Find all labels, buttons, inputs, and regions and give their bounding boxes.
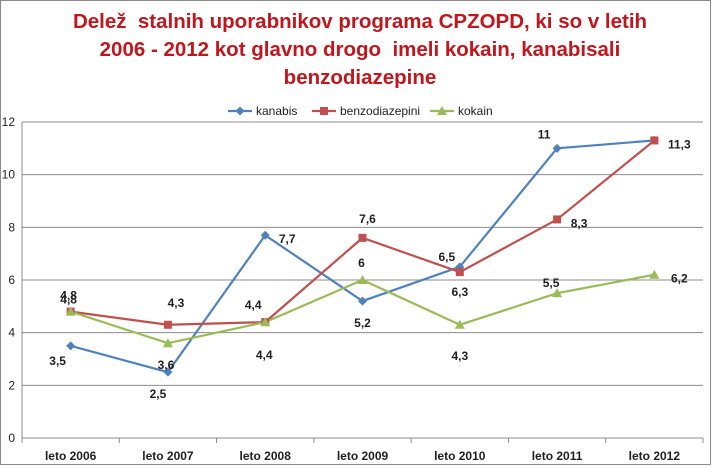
legend-label: kanabis [256, 104, 297, 118]
legend-item-kanabis: kanabis [228, 104, 297, 118]
x-tick-label: leto 2012 [629, 449, 681, 463]
data-label: 6,2 [671, 272, 688, 286]
data-point [553, 215, 562, 224]
x-tick-label: leto 2011 [532, 449, 583, 463]
x-tick-label: leto 2006 [45, 449, 97, 463]
data-point [66, 341, 76, 351]
data-label: 2,5 [150, 387, 167, 401]
y-tick-label: 6 [8, 273, 15, 287]
x-tick-label: leto 2010 [434, 449, 486, 463]
data-point [552, 143, 562, 153]
data-point [357, 275, 368, 284]
data-point [358, 296, 367, 306]
data-point [162, 338, 173, 348]
data-label: 4,3 [168, 296, 185, 310]
data-label: 4,8 [60, 289, 77, 303]
data-label: 8,3 [571, 216, 588, 230]
data-point [358, 233, 367, 242]
data-point [260, 317, 271, 327]
x-tick-label: leto 2009 [337, 449, 389, 463]
data-label: 3,6 [158, 358, 175, 372]
data-point [649, 269, 660, 279]
y-tick-label: 10 [2, 168, 16, 182]
data-label: 4,4 [256, 348, 273, 362]
data-label: 3,5 [49, 354, 66, 368]
legend-label: benzodiazepini [340, 104, 420, 118]
data-point [65, 306, 76, 316]
y-tick-label: 4 [8, 326, 15, 340]
data-point [454, 319, 465, 329]
data-label: 5,2 [354, 316, 371, 330]
legend-label: kokain [458, 104, 493, 118]
data-point [650, 136, 659, 145]
data-point [163, 320, 172, 329]
chart-title-line-2: 2006 - 2012 kot glavno drogo imeli kokai… [99, 38, 621, 61]
y-tick-label: 2 [8, 378, 15, 392]
y-tick-label: 0 [8, 431, 15, 445]
data-label: 4,4 [245, 298, 262, 312]
x-tick-label: leto 2007 [142, 449, 194, 463]
data-label: 4,8 [60, 293, 77, 307]
data-labels: 3,5 2,5 7,7 5,2 6,5 11 4,8 4,3 4,4 7,6 6,3 8,3 11,3 4… [49, 127, 691, 401]
axes: 0 2 4 6 8 10 12 leto 2006 leto 2007 leto 2008 leto… [2, 115, 704, 463]
data-label: 4,3 [451, 349, 468, 363]
legend: kanabis benzodiazepini kokain [228, 104, 493, 118]
chart-title: Delež stalnih uporabnikov programa CPZOP… [40, 8, 680, 92]
series-lines [65, 135, 660, 377]
legend-item-kokain: kokain [430, 104, 493, 118]
data-point [235, 106, 245, 116]
legend-item-benzodiazepini: benzodiazepini [312, 104, 420, 118]
data-label: 6 [358, 256, 365, 270]
data-point [552, 288, 563, 298]
data-point [320, 107, 328, 115]
data-label: 11 [538, 127, 551, 141]
data-label: 6,5 [438, 250, 455, 264]
data-label: 5,5 [543, 276, 560, 290]
data-label: 7,6 [359, 212, 376, 226]
data-label: 7,7 [279, 232, 296, 246]
data-point [163, 367, 173, 377]
data-label: 11,3 [668, 137, 691, 151]
y-tick-label: 12 [2, 115, 16, 129]
data-point [437, 106, 447, 115]
data-point [455, 268, 464, 277]
chart-title-line-1: Delež stalnih uporabnikov programa CPZOP… [72, 10, 648, 33]
data-point [260, 230, 270, 240]
gridlines [22, 121, 703, 386]
x-tick-label: leto 2008 [240, 449, 292, 463]
chart-title-line-3: benzodiazepine [283, 66, 437, 89]
y-tick-label: 8 [8, 220, 15, 234]
data-label: 6,3 [451, 285, 468, 299]
